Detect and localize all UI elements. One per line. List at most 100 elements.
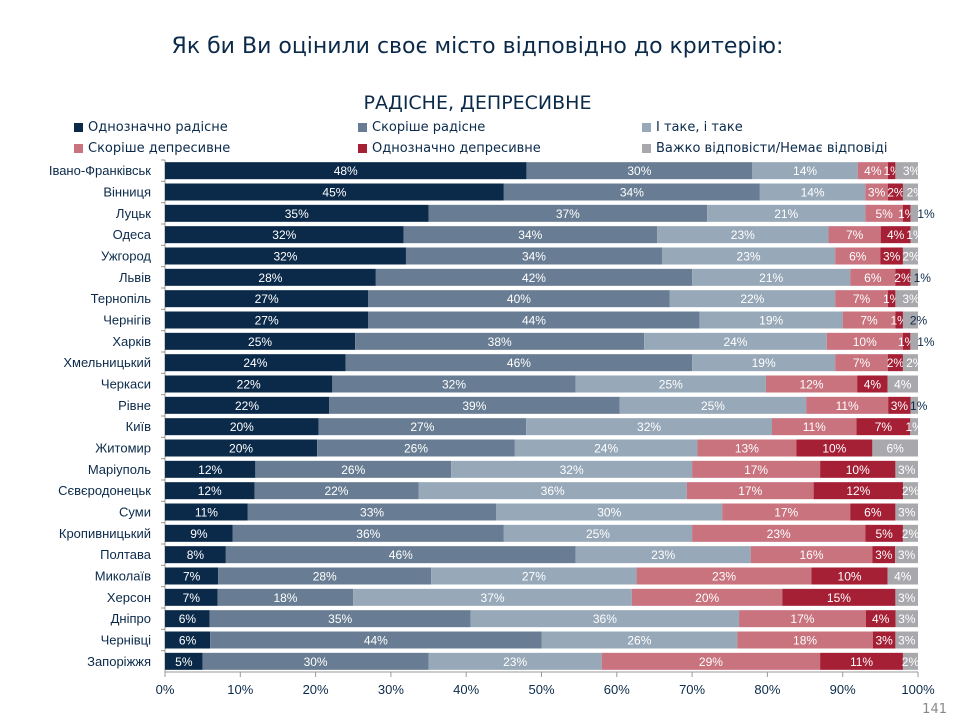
data-label: 29%: [699, 655, 723, 669]
bar-segment: [496, 503, 723, 521]
data-label: 23%: [503, 655, 527, 669]
bar-segment: [165, 183, 504, 201]
bar-segment: [254, 482, 419, 500]
data-label: 46%: [389, 548, 413, 562]
bar-segment: [811, 567, 888, 585]
bar-segment: [835, 290, 888, 308]
bar-segment: [880, 247, 903, 265]
bar-segment: [902, 332, 911, 350]
bar-segment: [750, 546, 873, 564]
bar-segment: [699, 311, 843, 329]
bar-segment: [165, 204, 429, 222]
bar-segment: [796, 439, 873, 457]
bar-segment: [902, 652, 918, 670]
category-label: Івано-Франківськ: [49, 163, 151, 178]
bar-segment: [165, 439, 318, 457]
bar-segment: [752, 162, 858, 180]
data-label: 7%: [846, 228, 864, 242]
bar-segment: [820, 460, 896, 478]
data-label: 2%: [907, 186, 925, 200]
data-label: 46%: [507, 356, 531, 370]
bar-segment: [631, 588, 783, 606]
category-label: Вінниця: [103, 185, 151, 200]
data-label: 12%: [846, 484, 870, 498]
data-label: 22%: [740, 292, 764, 306]
category-label: Черкаси: [101, 377, 151, 392]
data-label: 23%: [737, 250, 761, 264]
bar-segment: [428, 652, 602, 670]
category-label: Запоріжжя: [87, 654, 151, 669]
bar-segment: [850, 503, 896, 521]
bar-segment: [813, 482, 904, 500]
bar-segment: [428, 204, 708, 222]
category-label: Чернівці: [101, 633, 152, 648]
bar-segment: [165, 354, 346, 372]
bar-segment: [225, 546, 576, 564]
bar-segment: [218, 567, 432, 585]
bar-segment: [165, 162, 527, 180]
x-tick-label: 40%: [453, 682, 479, 697]
bar-segment: [895, 460, 918, 478]
data-label: 25%: [586, 527, 610, 541]
data-label: 30%: [304, 655, 328, 669]
bar-segment: [806, 396, 889, 414]
bar-segment: [575, 546, 751, 564]
legend-item: І таке, і таке: [642, 120, 743, 135]
bar-segment: [232, 524, 504, 542]
category-label: Рівне: [118, 398, 151, 413]
page-title: Як би Ви оцінили своє місто відповідно д…: [171, 34, 784, 59]
bar-segment: [165, 610, 210, 628]
data-label: 36%: [593, 612, 617, 626]
data-label: 10%: [846, 463, 870, 477]
category-label: Київ: [126, 419, 151, 434]
bar-segment: [636, 567, 812, 585]
data-label: 42%: [522, 271, 546, 285]
bar-segment: [828, 226, 881, 244]
bar-segment: [850, 268, 896, 286]
data-label: 21%: [759, 271, 783, 285]
legend-swatch: [74, 123, 83, 132]
bar-segment: [661, 247, 836, 265]
data-label: 27%: [255, 314, 279, 328]
data-label: 8%: [187, 548, 205, 562]
legend-label: Важко відповісти/Немає відповіді: [656, 141, 888, 156]
data-label: 4%: [864, 164, 882, 178]
data-label: 25%: [701, 399, 725, 413]
data-label: 33%: [360, 506, 384, 520]
data-label: 1%: [917, 207, 935, 221]
data-label: 27%: [522, 570, 546, 584]
x-tick-label: 50%: [528, 682, 554, 697]
data-label: 6%: [864, 271, 882, 285]
data-label: 17%: [744, 463, 768, 477]
bar-segment: [902, 311, 918, 329]
data-label: 10%: [853, 335, 877, 349]
data-label: 17%: [790, 612, 814, 626]
data-label: 24%: [723, 335, 747, 349]
bar-segment: [405, 247, 662, 265]
data-label: 34%: [518, 228, 542, 242]
bar-segment: [910, 226, 918, 244]
bar-segment: [165, 503, 248, 521]
bar-segment: [895, 162, 918, 180]
category-label: Сєвєродонецьк: [58, 483, 151, 498]
bar-segment: [165, 247, 406, 265]
x-tick-label: 80%: [754, 682, 780, 697]
data-label: 5%: [875, 527, 893, 541]
bar-segment: [318, 418, 527, 436]
x-tick-label: 100%: [901, 682, 935, 697]
data-label: 23%: [712, 570, 736, 584]
data-label: 13%: [735, 442, 759, 456]
bar-segment: [165, 524, 233, 542]
bar-segment: [601, 652, 821, 670]
bar-segment: [887, 567, 918, 585]
bar-segment: [165, 460, 256, 478]
legend-swatch: [358, 144, 367, 153]
chart-title: РАДІСНЕ, ДЕПРЕСИВНЕ: [363, 92, 592, 114]
bar-segment: [895, 588, 918, 606]
bar-segment: [165, 567, 219, 585]
data-label: 44%: [364, 634, 388, 648]
bar-segment: [526, 162, 753, 180]
bar-segment: [910, 204, 918, 222]
bar-segment: [165, 311, 369, 329]
